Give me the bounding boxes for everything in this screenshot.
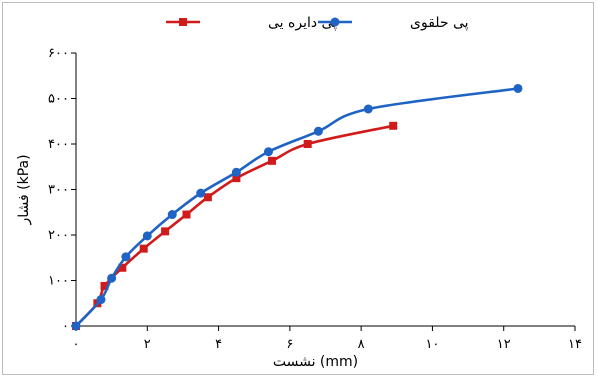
- data-point: [203, 193, 212, 202]
- data-point: [71, 321, 81, 331]
- data-point: [231, 167, 241, 177]
- y-tick-label: ۵٠٠: [48, 92, 69, 107]
- data-point: [268, 156, 277, 165]
- chart-frame: [2, 2, 594, 375]
- data-point: [96, 295, 106, 305]
- axes: ٠ ١٠٠ ٢٠٠ ٣٠٠ ۴٠٠ ۵٠٠ ۶٠٠ ٠ ٢ ۴ ۶ ٨ ١٠ ١٢ ١۴: [48, 46, 582, 352]
- y-tick-label: ١٠٠: [48, 274, 69, 289]
- data-point: [232, 174, 241, 183]
- y-tick-label: ٣٠٠: [48, 183, 69, 198]
- y-tick-label: ٠: [62, 319, 69, 334]
- series-0: [72, 121, 398, 330]
- data-point: [121, 252, 131, 262]
- x-axis-ticks: ٠ ٢ ۴ ۶ ٨ ١٠ ١٢ ١۴: [73, 326, 582, 352]
- x-tick-label: ٢: [144, 337, 151, 352]
- data-point: [263, 147, 273, 157]
- series-line: [75, 87, 519, 327]
- data-point: [313, 126, 323, 136]
- data-point: [118, 263, 127, 272]
- data-point: [389, 121, 398, 130]
- legend: پی دایره یی پی حلقوی: [166, 15, 469, 31]
- data-point: [107, 273, 117, 283]
- x-tick-label: ١۴: [568, 337, 582, 352]
- plot-series: [71, 83, 523, 331]
- data-point: [142, 231, 152, 241]
- x-tick-label: ۴: [215, 337, 222, 352]
- x-tick-label: ١٢: [497, 337, 511, 352]
- x-axis-title: نشست (mm): [273, 354, 358, 370]
- x-tick-label: ١٠: [425, 337, 439, 352]
- legend-label-ring-footing: پی حلقوی: [410, 15, 469, 31]
- data-point: [513, 83, 523, 93]
- data-point: [182, 210, 191, 219]
- series-1: [71, 83, 523, 331]
- data-point: [363, 104, 373, 114]
- data-point: [303, 140, 312, 148]
- data-point: [100, 281, 109, 290]
- legend-item-ring-footing: پی حلقوی: [318, 15, 469, 31]
- data-point: [196, 188, 206, 198]
- legend-marker-circular-footing: [179, 18, 187, 26]
- x-tick-label: ٨: [358, 337, 365, 352]
- y-tick-label: ۶٠٠: [48, 46, 69, 61]
- legend-marker-ring-footing: [330, 17, 340, 27]
- data-point: [161, 227, 170, 236]
- y-tick-label: ۴٠٠: [48, 137, 69, 152]
- legend-item-circular-footing: پی دایره یی: [166, 15, 337, 31]
- data-point: [167, 210, 177, 220]
- y-axis-ticks: ٠ ١٠٠ ٢٠٠ ٣٠٠ ۴٠٠ ۵٠٠ ۶٠٠: [48, 46, 76, 334]
- y-axis-title: فشار (kPa): [16, 154, 32, 225]
- data-point: [139, 244, 148, 253]
- x-tick-label: ۶: [286, 337, 293, 352]
- y-tick-label: ٢٠٠: [48, 228, 69, 243]
- series-line: [75, 124, 394, 327]
- legend-label-circular-footing: پی دایره یی: [268, 15, 337, 31]
- x-tick-label: ٠: [73, 337, 80, 352]
